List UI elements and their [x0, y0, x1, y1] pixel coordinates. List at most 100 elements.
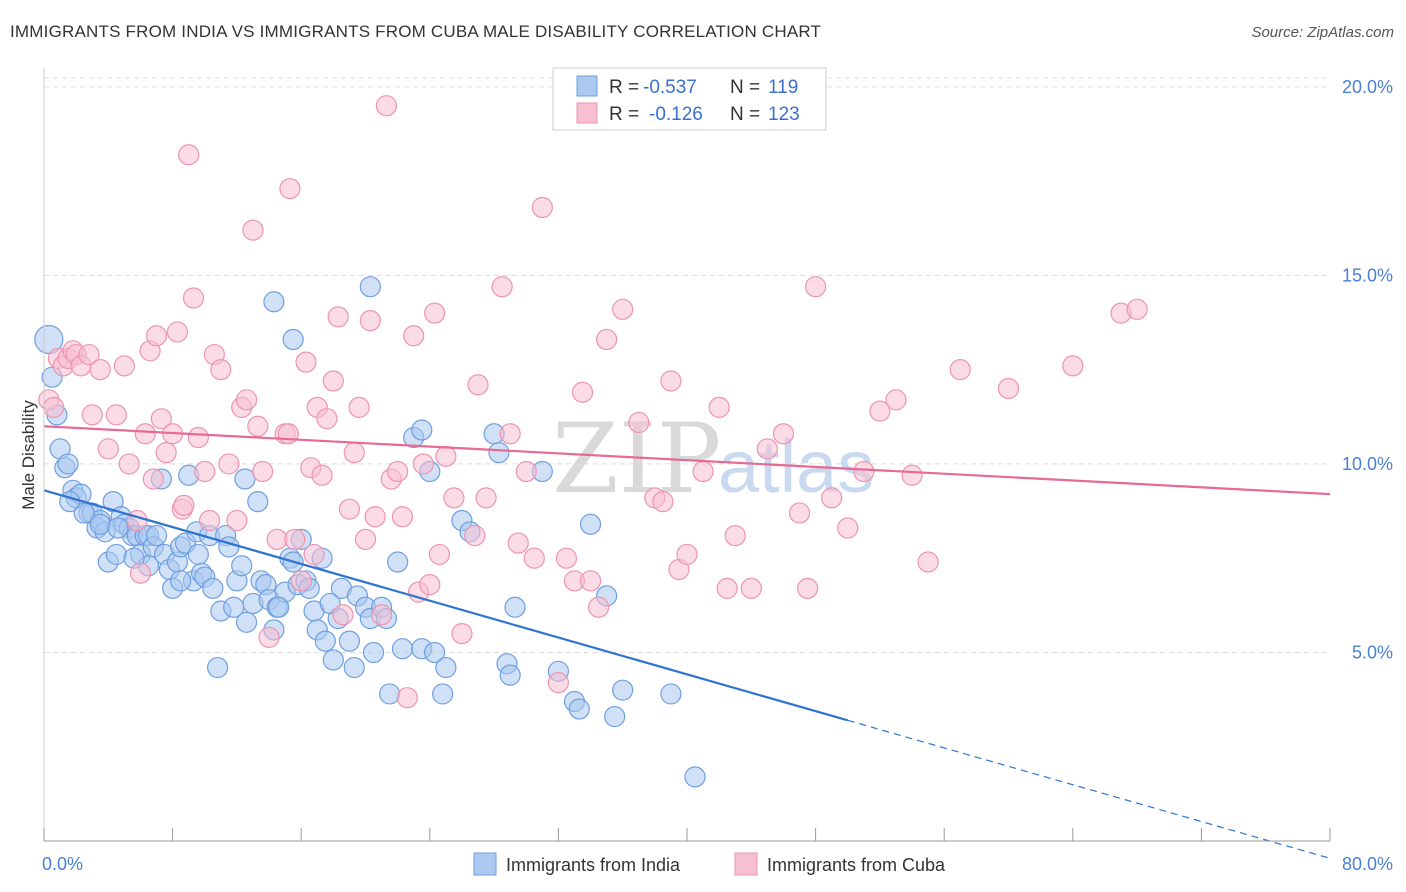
india-trend-line — [43, 489, 849, 722]
cuba-point — [235, 389, 258, 411]
cuba-point — [467, 374, 489, 396]
cuba-point — [507, 532, 529, 554]
cuba-point — [322, 370, 344, 392]
cuba-point — [1062, 355, 1084, 377]
india-point — [263, 291, 285, 313]
india-point — [579, 513, 602, 535]
cuba-point — [391, 506, 414, 528]
y-tick-labels: 5.0% 10.0% 15.0% 20.0% — [1342, 77, 1393, 663]
cuba-point — [266, 528, 288, 550]
cuba-point — [579, 570, 602, 592]
bottom-legend-swatch-india — [473, 852, 497, 876]
y-axis-label: Male Disability — [19, 400, 38, 510]
legend-cuba-n-value: 123 — [768, 104, 800, 125]
cuba-point — [555, 547, 578, 569]
india-point — [170, 570, 192, 592]
india-point — [411, 419, 433, 441]
y-tick-label: 20.0% — [1342, 77, 1393, 97]
india-point — [488, 442, 510, 464]
legend-cuba-n-label: N = — [730, 104, 760, 125]
india-point — [282, 328, 304, 351]
chart-title: IMMIGRANTS FROM INDIA VS IMMIGRANTS FROM… — [10, 22, 822, 41]
cuba-point — [242, 219, 264, 241]
cuba-point — [316, 408, 338, 430]
cuba-point — [772, 423, 795, 445]
india-point — [684, 766, 706, 788]
cuba-point — [187, 426, 209, 449]
india-point — [218, 536, 240, 558]
cuba-point — [443, 487, 465, 509]
india-point — [387, 551, 409, 573]
india-point — [314, 630, 336, 652]
cuba-point — [338, 498, 361, 520]
source-credit: Source: ZipAtlas.com — [1251, 24, 1394, 41]
india-point — [145, 524, 168, 547]
y-tick-label: 5.0% — [1352, 642, 1393, 662]
cuba-point — [166, 321, 189, 343]
cuba-point — [1126, 298, 1148, 320]
india-point — [202, 577, 224, 599]
cuba-point — [523, 547, 545, 569]
cuba-point — [303, 543, 325, 566]
india-point — [105, 543, 127, 566]
cuba-point — [247, 415, 269, 437]
cuba-point — [97, 438, 119, 460]
india-point — [612, 679, 634, 701]
cuba-point — [612, 298, 634, 320]
india-point — [660, 683, 682, 705]
cuba-point — [869, 400, 891, 422]
india-point — [234, 468, 256, 490]
cuba-point — [290, 570, 312, 592]
legend-india-r-value: -0.537 — [643, 77, 697, 98]
trend-lines — [43, 425, 1331, 859]
bottom-legend-swatch-cuba — [734, 852, 758, 876]
cuba-point — [499, 423, 521, 445]
cuba-point — [277, 423, 299, 445]
cuba-point — [194, 460, 216, 483]
india-point — [187, 543, 209, 566]
cuba-point — [105, 404, 127, 426]
cuba-point — [226, 509, 248, 532]
india-trend-extension — [847, 719, 1331, 859]
cuba-point — [788, 502, 811, 524]
cuba-point — [660, 370, 682, 392]
cuba-point — [853, 460, 875, 483]
cuba-point — [348, 396, 370, 418]
india-point — [604, 705, 626, 728]
cuba-point — [652, 491, 674, 513]
cuba-point — [949, 359, 971, 381]
cuba-point — [796, 577, 819, 599]
y-tick-label: 15.0% — [1342, 265, 1393, 285]
india-point — [235, 611, 258, 633]
x-tick-label-min: 0.0% — [42, 854, 83, 874]
india-point — [322, 649, 344, 671]
cuba-point — [343, 442, 365, 464]
cuba-point — [424, 302, 446, 324]
cuba-point — [218, 453, 240, 475]
cuba-point — [198, 509, 221, 532]
cuba-point — [327, 306, 349, 328]
india-point — [34, 324, 64, 355]
cuba-point — [279, 178, 301, 200]
cuba-point — [451, 623, 473, 645]
legend-india-n-label: N = — [730, 77, 760, 98]
cuba-point — [118, 453, 140, 475]
x-axis-ticks — [43, 828, 1331, 841]
india-point — [499, 664, 521, 686]
cuba-point — [78, 343, 100, 366]
cuba-point — [113, 355, 135, 377]
cuba-point — [740, 577, 762, 599]
bottom-legend: Immigrants from India Immigrants from Cu… — [473, 852, 946, 876]
india-point — [504, 596, 526, 618]
india-point — [268, 596, 290, 618]
india-point — [231, 555, 253, 577]
india-point — [338, 630, 361, 652]
cuba-point — [173, 494, 195, 517]
cuba-point — [295, 351, 317, 373]
cuba-point — [885, 389, 907, 411]
bottom-legend-cuba: Immigrants from Cuba — [767, 855, 946, 875]
india-point — [424, 641, 446, 664]
cuba-point — [419, 573, 441, 596]
cuba-point — [150, 408, 172, 430]
